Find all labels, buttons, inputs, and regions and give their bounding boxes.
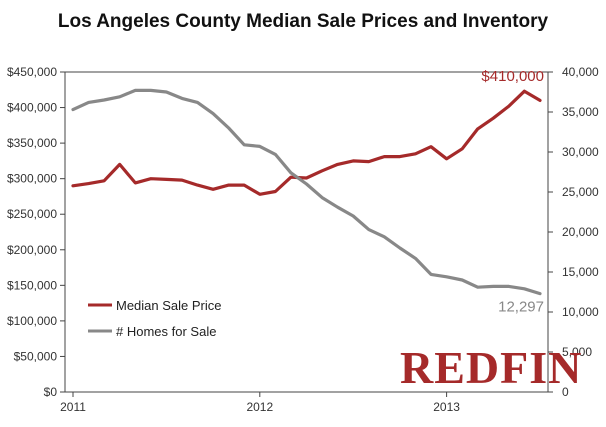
x-tick-label: 2013 xyxy=(433,400,460,414)
plot-frame xyxy=(64,71,549,393)
series-line-median-sale-price xyxy=(71,89,542,196)
legend: Median Sale Price # Homes for Sale xyxy=(88,298,222,339)
redfin-logo-text: REDFIN xyxy=(400,342,582,393)
right-tick-label: 0 xyxy=(562,385,569,399)
left-tick-label: $50,000 xyxy=(14,349,58,363)
annotations: $410,000 12,297 xyxy=(481,68,544,315)
right-tick-label: 40,000 xyxy=(562,65,599,79)
right-tick-label: 30,000 xyxy=(562,145,599,159)
data-label-homes-for-sale: 12,297 xyxy=(498,299,544,316)
left-tick-label: $100,000 xyxy=(7,314,57,328)
left-tick-label: $300,000 xyxy=(7,172,57,186)
series-lines xyxy=(71,88,542,296)
right-tick-label: 20,000 xyxy=(562,225,599,239)
legend-label-homes-for-sale: # Homes for Sale xyxy=(116,324,216,339)
left-tick-label: $400,000 xyxy=(7,101,57,115)
x-axis-ticks: 2011 2012 2013 xyxy=(60,392,460,414)
left-tick-label: $250,000 xyxy=(7,207,57,221)
x-tick-label: 2011 xyxy=(60,400,86,414)
left-tick-label: $350,000 xyxy=(7,136,57,150)
redfin-trademark: ™ xyxy=(537,379,543,386)
x-tick-label: 2012 xyxy=(246,400,273,414)
chart-title: Los Angeles County Median Sale Prices an… xyxy=(58,11,549,32)
left-tick-label: $150,000 xyxy=(7,278,57,292)
right-tick-label: 35,000 xyxy=(562,105,599,119)
right-tick-label: 5,000 xyxy=(562,345,592,359)
redfin-logo: REDFIN ™ xyxy=(400,342,582,393)
left-axis-ticks: $0 $50,000 $100,000 $150,000 $200,000 $250,00… xyxy=(7,65,65,399)
left-tick-label: $200,000 xyxy=(7,243,57,257)
right-axis-ticks: 0 5,000 10,000 15,000 20,000 25,000 30,000 35,0… xyxy=(548,65,599,399)
right-tick-label: 15,000 xyxy=(562,265,599,279)
left-tick-label: $450,000 xyxy=(7,65,57,79)
legend-label-median-sale-price: Median Sale Price xyxy=(116,298,222,313)
data-label-median-sale-price: $410,000 xyxy=(481,68,544,85)
left-tick-label: $0 xyxy=(44,385,58,399)
series-line-homes-for-sale xyxy=(71,88,542,296)
right-tick-label: 10,000 xyxy=(562,305,599,319)
right-tick-label: 25,000 xyxy=(562,185,599,199)
